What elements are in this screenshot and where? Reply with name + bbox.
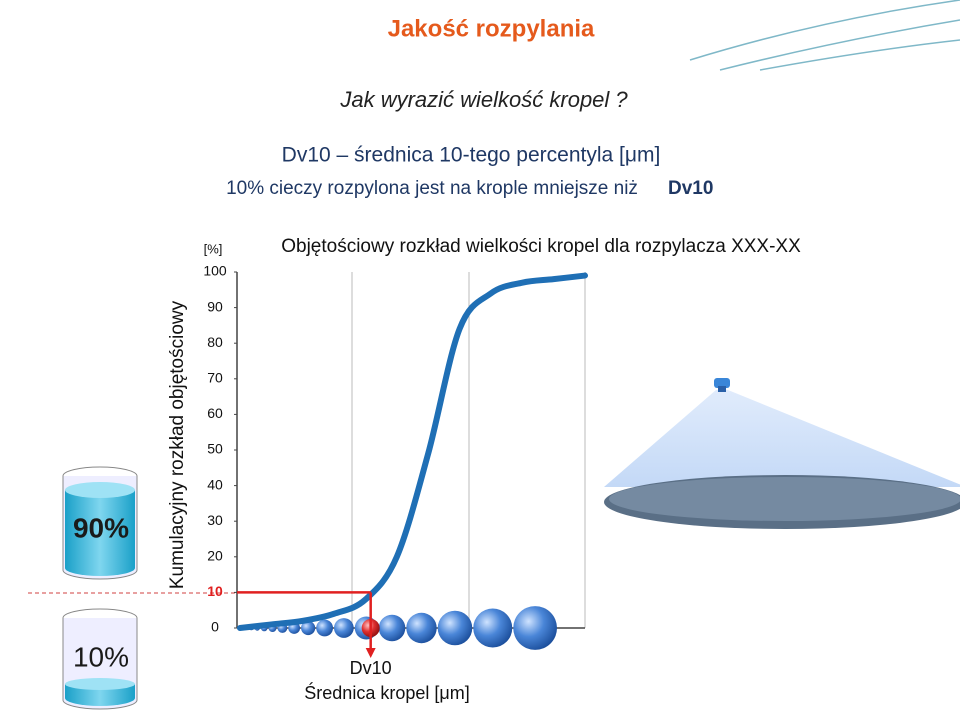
plot-frame	[351, 272, 586, 628]
question: Jak wyrazić wielkość kropel ?	[339, 87, 628, 112]
droplet	[378, 614, 406, 642]
y-tick-label: 70	[207, 370, 223, 386]
y-tick-label: 30	[207, 512, 223, 528]
spray-illustration	[604, 378, 960, 529]
droplet	[334, 618, 354, 638]
droplet	[406, 612, 437, 644]
y-tick-label: 10	[207, 583, 223, 599]
x-axis-title: Średnica kropel [μm]	[304, 682, 469, 703]
droplets	[244, 606, 557, 650]
y-tick-label: 100	[203, 263, 227, 279]
beaker	[62, 466, 138, 710]
droplet	[301, 620, 316, 636]
reference-arrow	[365, 648, 376, 658]
y-axis-title: Kumulacyjny rozkład objętościowy	[167, 300, 188, 589]
droplet	[316, 619, 333, 637]
y-tick-label: 60	[207, 405, 223, 421]
chart: Objętościowy rozkład wielkości kropel dl…	[167, 236, 801, 703]
y-tick-label: 80	[207, 334, 223, 350]
droplet	[513, 606, 557, 650]
y-tick-label: 40	[207, 476, 223, 492]
explanation-term: Dv10	[668, 178, 713, 199]
y-tick-label: 90	[207, 298, 223, 314]
droplet	[437, 610, 473, 646]
definition: Dv10 – średnica 10-tego percentyla [μm]	[282, 144, 661, 167]
slide-title: Jakość rozpylania	[388, 15, 595, 42]
decoration	[689, 0, 960, 71]
y-unit: [%]	[204, 241, 223, 256]
y-tick-label: 0	[211, 619, 219, 635]
beaker-label: 10%	[73, 641, 129, 672]
chart-title: Objętościowy rozkład wielkości kropel dl…	[281, 236, 801, 257]
droplet	[473, 608, 513, 648]
reference-label: Dv10	[350, 658, 392, 678]
y-tick-label: 50	[207, 441, 223, 457]
explanation: 10% cieczy rozpylona jest na krople mnie…	[226, 178, 638, 199]
cumulative-line	[237, 272, 588, 631]
y-tick-label: 20	[207, 548, 223, 564]
beaker-label: 90%	[73, 512, 129, 543]
